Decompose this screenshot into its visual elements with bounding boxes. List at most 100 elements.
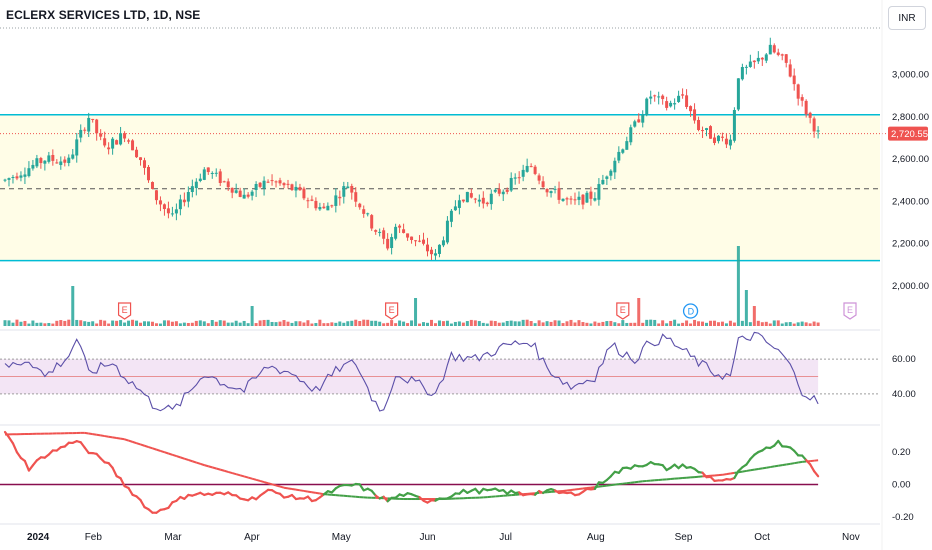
volume-bar	[178, 323, 182, 326]
volume-bar	[712, 320, 716, 326]
volume-bar	[485, 323, 489, 326]
volume-bar	[342, 322, 346, 326]
oscillator-tick-label: 0.20	[892, 447, 911, 458]
volume-bar	[374, 320, 378, 326]
volume-bar	[406, 323, 410, 326]
candle-body	[740, 67, 744, 80]
volume-bar	[577, 320, 581, 326]
candle-body	[150, 182, 154, 189]
candle-body	[669, 102, 673, 107]
candle-body	[553, 188, 557, 190]
volume-bar	[649, 319, 653, 326]
volume-bar	[182, 322, 186, 326]
candle-body	[732, 109, 736, 141]
candle-body	[533, 166, 537, 174]
candle-body	[87, 117, 91, 132]
oscillator-slow-segment	[267, 482, 273, 486]
volume-bar	[55, 320, 59, 326]
candle-body	[206, 167, 210, 173]
oscillator-slow-segment	[786, 462, 791, 466]
time-tick-label: 2024	[27, 532, 50, 543]
currency-button[interactable]: INR	[888, 6, 926, 30]
volume-bar	[111, 320, 115, 326]
volume-bar	[625, 322, 629, 326]
price-tick-label: 2,200.00	[892, 239, 929, 250]
volume-bar	[601, 321, 605, 326]
volume-bar	[358, 321, 362, 326]
oscillator-slow-segment	[722, 473, 727, 476]
candle-body	[350, 185, 354, 193]
volume-bar	[43, 323, 47, 326]
volume-bar	[79, 320, 83, 326]
volume-bar	[685, 320, 689, 326]
dividend-marker	[682, 303, 699, 319]
candle-body	[581, 194, 585, 205]
volume-bar	[238, 322, 242, 326]
time-tick-label: Sep	[675, 532, 693, 543]
oscillator-slow-segment	[239, 474, 245, 478]
oscillator-slow-segment	[275, 484, 281, 488]
volume-bar	[115, 320, 119, 326]
oscillator-slow-segment	[259, 479, 265, 484]
volume-bar	[123, 322, 127, 326]
candle-body	[776, 52, 780, 55]
volume-bar	[517, 321, 521, 326]
candle-body	[693, 109, 697, 121]
volume-bar	[565, 321, 569, 326]
volume-bar	[744, 290, 748, 326]
volume-bar	[302, 322, 306, 326]
candle-body	[509, 177, 513, 191]
volume-bar	[258, 320, 262, 326]
candle-body	[330, 205, 334, 207]
volume-bar	[780, 323, 784, 326]
oscillator-slow-segment	[778, 464, 783, 467]
candle-body	[465, 191, 469, 203]
oscillator-slow-segment	[156, 448, 161, 452]
candle-body	[661, 95, 665, 100]
volume-bar	[230, 322, 234, 326]
candle-body	[91, 118, 95, 120]
oscillator-slow-segment	[204, 464, 209, 468]
candle-body	[123, 133, 127, 139]
volume-bar	[318, 319, 322, 326]
time-tick-label: Aug	[587, 532, 605, 543]
volume-bar	[752, 306, 756, 326]
oscillator-slow-segment	[84, 431, 89, 435]
volume-bar	[653, 319, 657, 326]
volume-bar	[681, 322, 685, 326]
candle-body	[649, 96, 653, 99]
volume-bar	[139, 322, 143, 326]
volume-bar	[390, 320, 394, 326]
volume-bar	[541, 322, 545, 326]
candle-body	[75, 139, 79, 156]
volume-bar	[812, 321, 816, 326]
candle-body	[489, 193, 493, 205]
time-tick-label: Oct	[754, 532, 770, 543]
oscillator-slow-segment	[112, 436, 117, 439]
candle-body	[294, 186, 298, 191]
oscillator-slow-segment	[299, 489, 305, 492]
candle-body	[11, 177, 15, 179]
volume-bar	[489, 320, 493, 326]
oscillator-fast-segment	[813, 470, 820, 478]
candle-body	[242, 194, 246, 199]
oscillator-slow-segment	[782, 463, 787, 467]
volume-bar	[701, 321, 705, 326]
volume-bar	[792, 323, 796, 326]
candle-body	[358, 203, 362, 208]
volume-bar	[533, 323, 537, 326]
candle-body	[362, 209, 366, 214]
volume-bar	[198, 320, 202, 326]
candle-body	[764, 54, 768, 61]
volume-bar	[657, 323, 661, 326]
volume-bar	[509, 320, 513, 326]
candle-body	[441, 240, 445, 246]
oscillator-slow-segment	[758, 467, 763, 470]
candle-body	[342, 186, 346, 197]
candle-body	[55, 162, 59, 164]
earnings-marker	[616, 302, 630, 320]
volume-bar	[150, 321, 154, 326]
volume-bar	[242, 320, 246, 326]
candle-body	[768, 44, 772, 55]
